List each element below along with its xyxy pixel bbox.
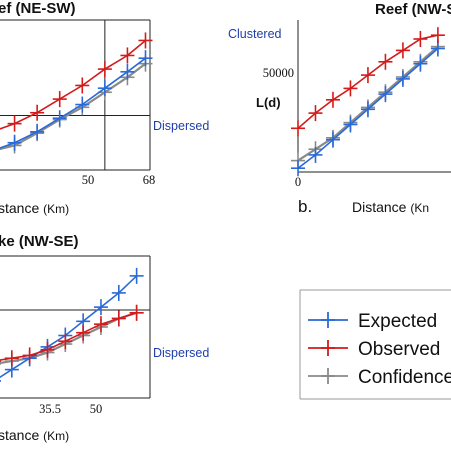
data-point-expected [395, 70, 410, 87]
x-axis-label-word: stance [0, 200, 39, 216]
data-point-expected [97, 80, 112, 97]
data-point-expected [308, 146, 323, 163]
series-line-expected [0, 275, 138, 379]
data-point-confidence [0, 363, 1, 365]
x-tick-label: 68 [143, 173, 156, 187]
data-point-expected [360, 101, 375, 118]
legend-label: Expected [358, 311, 437, 332]
data-point-observed [52, 91, 67, 108]
data-point-expected [129, 267, 144, 284]
data-point-observed [111, 310, 126, 327]
data-point-expected [325, 131, 340, 148]
data-point-expected [120, 63, 135, 80]
legend: Expected Observed Confidence [299, 289, 451, 400]
data-point-observed [430, 27, 445, 44]
annotation-dispersed: Dispersed [153, 119, 209, 133]
x-tick-label: 50 [90, 402, 103, 416]
data-point-observed [7, 115, 22, 132]
y-tick-label: 50000 [263, 66, 294, 80]
x-axis-label: stance (Km) [0, 427, 69, 443]
data-point-expected [378, 86, 393, 103]
panel-top-right: Reef (NW-S Clustered 50000 L(d) 0 b. Dis… [228, 1, 451, 216]
y-axis-label: L(d) [256, 95, 281, 110]
data-point-observed [308, 105, 323, 122]
x-axis-label-word: stance [0, 427, 39, 443]
data-point-expected [93, 299, 108, 316]
legend-item-observed: Observed [308, 339, 440, 360]
data-point-observed [120, 47, 135, 64]
legend-item-expected: Expected [308, 311, 437, 332]
data-point-observed [129, 304, 144, 321]
panel-top-left: ef (NE-SW) Dispersed 50 68 stance (Km) [0, 0, 209, 216]
data-point-expected [30, 123, 45, 140]
data-point-observed [97, 61, 112, 78]
data-point-observed [343, 80, 358, 97]
panel-letter: b. [298, 197, 312, 216]
series-line-observed [0, 312, 137, 361]
x-axis-label: Distance (Kn [352, 199, 429, 215]
plot-area-top-left [0, 20, 153, 170]
x-axis-label-unit: (Km) [43, 202, 69, 216]
data-point-observed [22, 347, 37, 364]
legend-items: Expected Observed Confidence [308, 311, 451, 388]
annotation-clustered: Clustered [228, 27, 282, 41]
data-point-observed [138, 32, 153, 49]
data-point-observed [93, 316, 108, 333]
x-tick-label: 50 [82, 173, 95, 187]
data-point-expected [138, 50, 153, 67]
data-point-observed [58, 333, 73, 350]
panel-title-ne-sw: ef (NE-SW) [0, 0, 76, 17]
data-point-observed [4, 350, 19, 367]
data-point-observed [30, 104, 45, 121]
series-line-expected [0, 57, 146, 149]
plot-area-bottom-left [0, 267, 150, 382]
data-point-observed [40, 341, 55, 358]
plot-area-top-right [291, 27, 445, 177]
panel-bottom-left: ke (NW-SE) Dispersed 35.5 50 stance (Km) [0, 233, 209, 443]
x-axis-label-unit: (Km) [43, 429, 69, 443]
data-point-expected [291, 160, 305, 177]
data-point-expected [111, 284, 126, 301]
panel-title-nw-se: ke (NW-SE) [0, 233, 79, 250]
data-point-expected [52, 110, 67, 127]
data-point-observed [360, 67, 375, 84]
data-point-expected [0, 380, 1, 382]
data-point-observed [395, 42, 410, 59]
x-axis-label: stance (Km) [0, 200, 69, 216]
x-axis-label-unit: (Kn [410, 201, 429, 215]
data-point-expected [75, 96, 90, 113]
annotation-dispersed: Dispersed [153, 346, 209, 360]
data-point-observed [325, 91, 340, 108]
legend-label: Observed [358, 339, 440, 360]
series-line-observed [0, 39, 147, 130]
data-point-observed [75, 77, 90, 94]
data-point-observed [413, 31, 428, 47]
data-point-expected [413, 55, 428, 72]
data-point-expected [343, 116, 358, 133]
x-axis-label-word: Distance [352, 199, 407, 215]
data-point-observed [291, 120, 305, 137]
data-point-observed [76, 324, 91, 341]
panel-title-nw-s: Reef (NW-S [375, 1, 451, 18]
legend-item-confidence: Confidence [308, 367, 451, 388]
x-tick-label: 35.5 [39, 402, 61, 416]
data-point-observed [0, 360, 1, 362]
data-point-expected [7, 134, 22, 151]
legend-label: Confidence [358, 367, 451, 388]
x-tick-label: 0 [295, 175, 301, 189]
data-point-observed [378, 53, 393, 70]
